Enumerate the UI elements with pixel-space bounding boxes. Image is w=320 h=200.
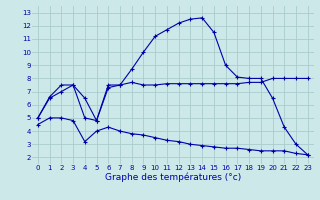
X-axis label: Graphe des températures (°c): Graphe des températures (°c) [105, 172, 241, 182]
